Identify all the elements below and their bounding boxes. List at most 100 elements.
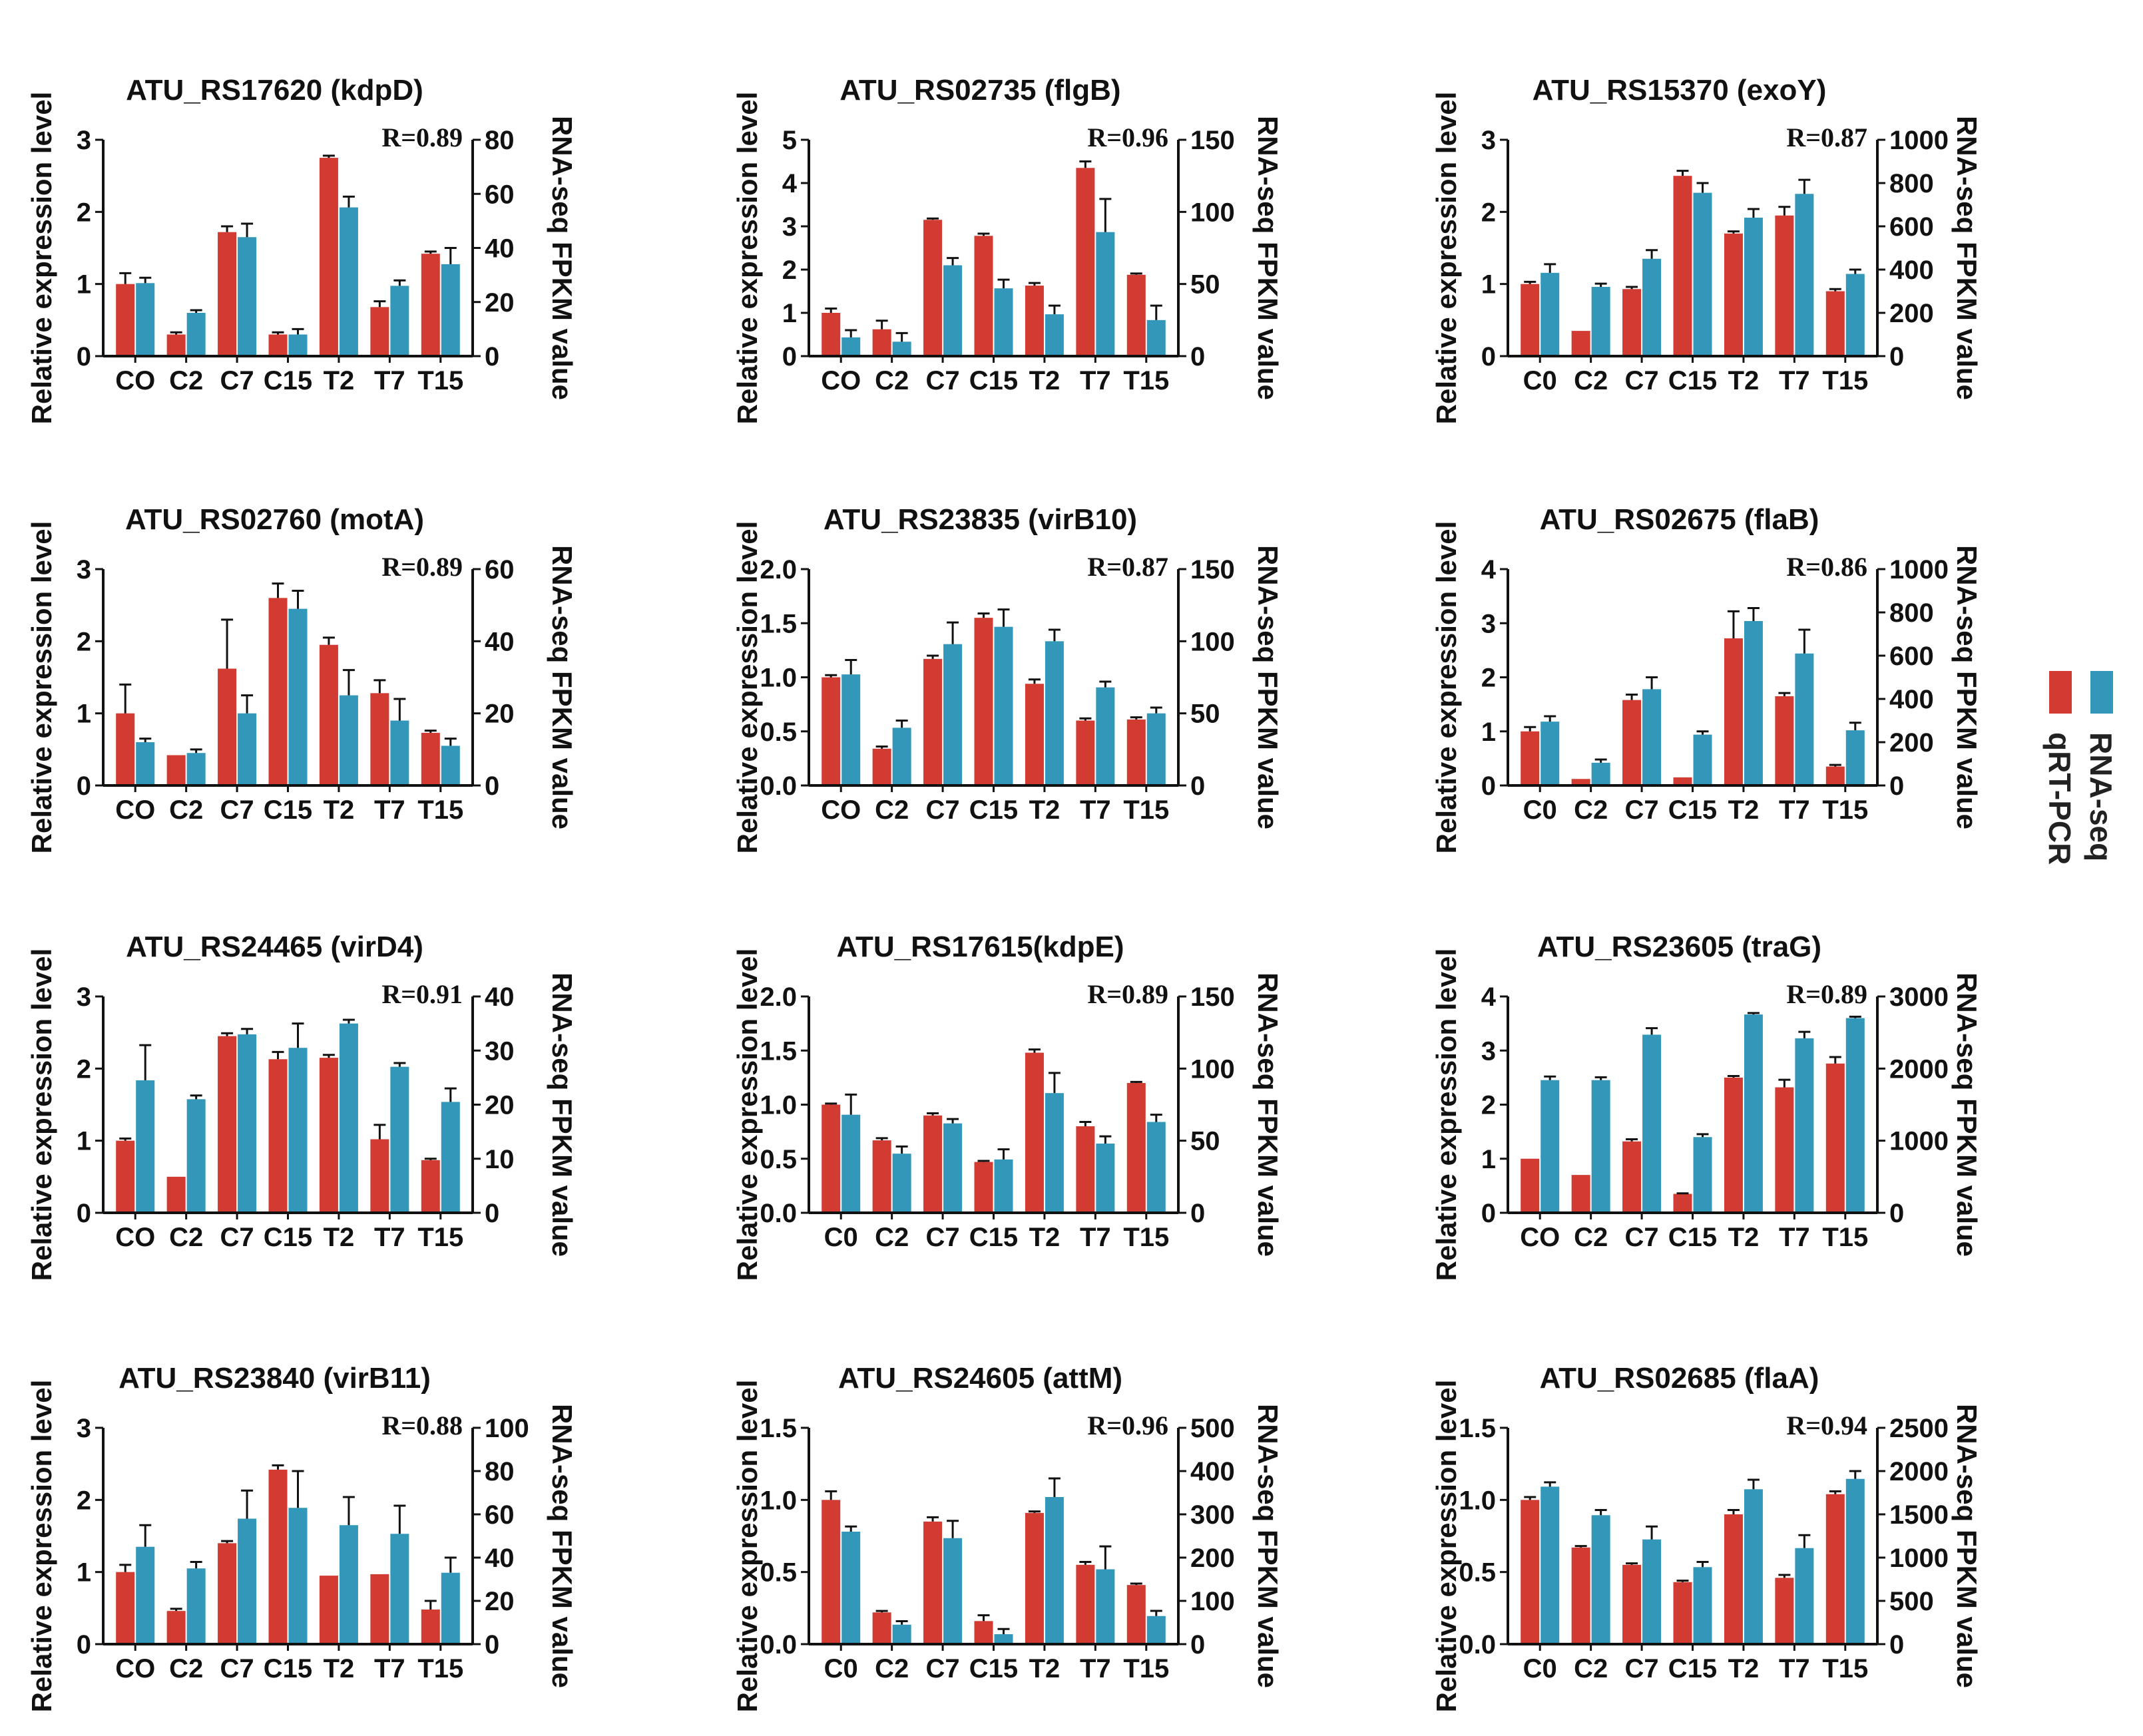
y2-tick-label: 0 — [1190, 342, 1205, 371]
bar-qrtpcr — [319, 1058, 338, 1213]
x-tick-label: C2 — [875, 1223, 909, 1252]
bar-qrtpcr — [872, 748, 891, 785]
x-tick-label: T7 — [1779, 1223, 1810, 1252]
y-axis-label: Relative expression level — [732, 92, 763, 425]
bar-qrtpcr — [1025, 1512, 1044, 1644]
bar-qrtpcr — [268, 598, 288, 785]
x-tick-label: C0 — [1523, 1654, 1557, 1683]
bar-qrtpcr — [1825, 766, 1845, 785]
x-tick-label: T7 — [1779, 795, 1810, 825]
y-tick-label: 3 — [77, 1414, 91, 1443]
bar-qrtpcr — [1025, 286, 1044, 356]
bar-rnaseq — [1693, 1567, 1712, 1644]
bar-qrtpcr — [923, 1521, 943, 1644]
y2-tick-label: 2500 — [1889, 1414, 1949, 1443]
bar-qrtpcr — [1571, 1547, 1590, 1644]
bar-rnaseq — [1541, 1486, 1560, 1644]
bar-qrtpcr — [268, 334, 288, 356]
bar-rnaseq — [841, 1532, 861, 1644]
bar-rnaseq — [1096, 1144, 1115, 1213]
x-tick-label: C15 — [969, 1223, 1018, 1252]
y2-axis-label: RNA-seq FPKM value — [1951, 973, 1983, 1257]
bar-qrtpcr — [974, 1621, 993, 1644]
y-axis-label: Relative expression level — [1431, 1380, 1462, 1713]
chart-panel-3: ATU_RS15370 (exoY) R=0.87 Relative express… — [1431, 74, 1983, 424]
bar-rnaseq — [339, 695, 358, 785]
x-tick-label: T2 — [1029, 1223, 1061, 1252]
bar-qrtpcr — [319, 158, 338, 357]
y-tick-label: 3 — [77, 126, 91, 155]
bar-qrtpcr — [1521, 731, 1540, 785]
x-tick-label: T15 — [1822, 1654, 1868, 1683]
bar-qrtpcr — [1622, 700, 1642, 785]
y2-tick-label: 60 — [485, 555, 515, 584]
bar-qrtpcr — [872, 1140, 891, 1213]
y-tick-label: 1 — [1481, 1145, 1496, 1174]
correlation-label: R=0.89 — [1786, 979, 1867, 1009]
chart-title: ATU_RS17620 (kdpD) — [126, 74, 423, 107]
x-tick-label: T2 — [324, 1654, 355, 1683]
bar-qrtpcr — [1825, 1494, 1845, 1644]
chart-title: ATU_RS24605 (attM) — [838, 1362, 1122, 1395]
x-tick-label: C2 — [169, 1223, 203, 1252]
chart-panel-6: ATU_RS02675 (flaB) R=0.86 Relative express… — [1431, 503, 1983, 853]
chart-title: ATU_RS15370 (exoY) — [1533, 74, 1827, 107]
bar-qrtpcr — [1724, 1077, 1743, 1213]
bar-rnaseq — [1744, 218, 1763, 356]
y2-tick-label: 1500 — [1889, 1500, 1949, 1530]
y2-tick-label: 0 — [1889, 1199, 1904, 1228]
y2-axis-label: RNA-seq FPKM value — [547, 545, 578, 829]
x-tick-label: T15 — [1822, 795, 1868, 825]
x-tick-label: C0 — [1523, 795, 1557, 825]
bar-qrtpcr — [1724, 638, 1743, 785]
bar-rnaseq — [1744, 1489, 1763, 1644]
y2-tick-label: 100 — [1190, 1054, 1235, 1084]
legend-swatch-qrtpcr — [2049, 671, 2072, 714]
bar-qrtpcr — [822, 313, 841, 356]
bar-qrtpcr — [923, 220, 943, 356]
y-tick-label: 0.0 — [1459, 1630, 1496, 1659]
bar-rnaseq — [1642, 258, 1662, 356]
y-tick-label: 0 — [77, 342, 91, 371]
y-tick-label: 3 — [77, 555, 91, 584]
x-tick-label: C15 — [1668, 366, 1717, 395]
x-tick-label: T2 — [1728, 795, 1760, 825]
bar-rnaseq — [136, 742, 155, 785]
x-tick-label: CO — [115, 366, 155, 395]
bar-qrtpcr — [1126, 1585, 1146, 1644]
correlation-label: R=0.96 — [1087, 122, 1168, 152]
y-tick-label: 1 — [77, 700, 91, 729]
bar-qrtpcr — [923, 658, 943, 785]
y2-tick-label: 1000 — [1889, 1544, 1949, 1573]
bar-rnaseq — [1541, 272, 1560, 356]
y2-tick-label: 100 — [1190, 198, 1235, 227]
x-tick-label: T15 — [1123, 1223, 1169, 1252]
y-tick-label: 0 — [77, 771, 91, 801]
bar-qrtpcr — [1775, 215, 1794, 356]
bar-rnaseq — [1642, 1034, 1662, 1213]
correlation-label: R=0.87 — [1786, 122, 1867, 152]
x-tick-label: C15 — [264, 1654, 312, 1683]
x-tick-label: T7 — [374, 366, 405, 395]
bar-rnaseq — [1146, 713, 1166, 785]
x-tick-label: T15 — [1123, 1654, 1169, 1683]
bar-qrtpcr — [370, 1574, 389, 1644]
y-tick-label: 0.5 — [760, 1145, 797, 1174]
bar-rnaseq — [1591, 762, 1610, 785]
legend-label-qrtpcr: qRT-PCR — [2042, 732, 2077, 865]
chart-title: ATU_RS23605 (traG) — [1537, 931, 1821, 963]
bar-rnaseq — [1146, 320, 1166, 356]
y2-tick-label: 1000 — [1889, 555, 1949, 584]
y-tick-label: 0 — [1481, 1199, 1496, 1228]
y-tick-label: 3 — [782, 212, 797, 242]
bar-rnaseq — [943, 1123, 963, 1213]
x-tick-label: T15 — [1123, 366, 1169, 395]
chart-panel-9: ATU_RS23605 (traG) R=0.89 Relative express… — [1431, 931, 1983, 1281]
legend: qRT-PCR RNA-seq — [2042, 671, 2118, 865]
bar-rnaseq — [441, 746, 460, 785]
x-tick-label: T7 — [1080, 366, 1111, 395]
y2-tick-label: 0 — [1190, 771, 1205, 801]
y2-tick-label: 600 — [1889, 642, 1934, 671]
y-tick-label: 1 — [77, 1558, 91, 1588]
bar-qrtpcr — [1025, 684, 1044, 785]
